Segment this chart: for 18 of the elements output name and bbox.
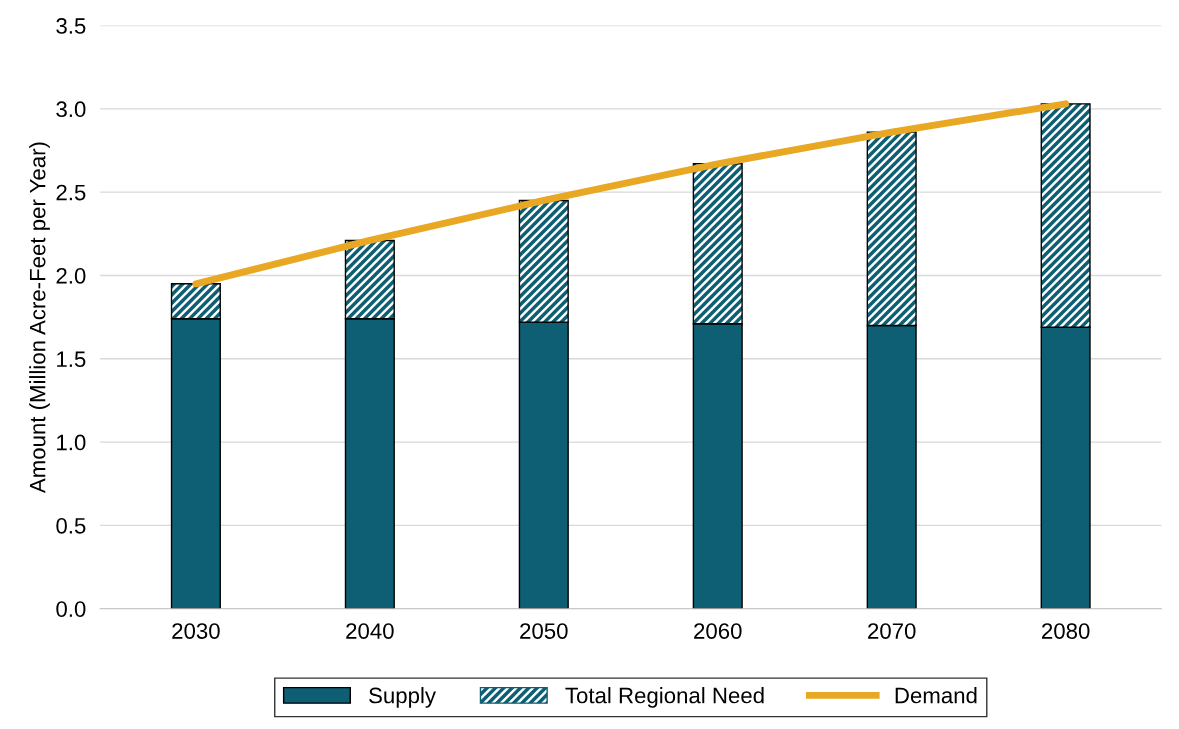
legend-label: Demand	[895, 687, 977, 704]
y-axis-title: Amount (Million Acre-Feet per Year)	[29, 142, 50, 494]
y-tick-label: 2.5	[56, 184, 86, 201]
y-tick-label: 3.0	[56, 101, 86, 118]
x-tick-label: 2030	[172, 623, 220, 639]
y-tick-label: 2.0	[56, 267, 86, 284]
y-tick-label: 1.0	[57, 434, 86, 451]
legend-label: Total Regional Need	[565, 687, 764, 708]
legend-label: Supply	[369, 687, 436, 708]
x-tick-label: 2050	[520, 623, 568, 639]
x-tick-label: 2040	[346, 623, 394, 639]
y-tick-label: 0.5	[56, 517, 86, 534]
y-tick-label: 3.5	[56, 18, 86, 34]
x-tick-label: 2080	[1042, 623, 1090, 639]
x-tick-label: 2060	[694, 623, 742, 639]
y-tick-label: 1.5	[57, 351, 86, 368]
x-tick-label: 2070	[868, 623, 916, 639]
y-tick-label: 0.0	[56, 601, 86, 617]
